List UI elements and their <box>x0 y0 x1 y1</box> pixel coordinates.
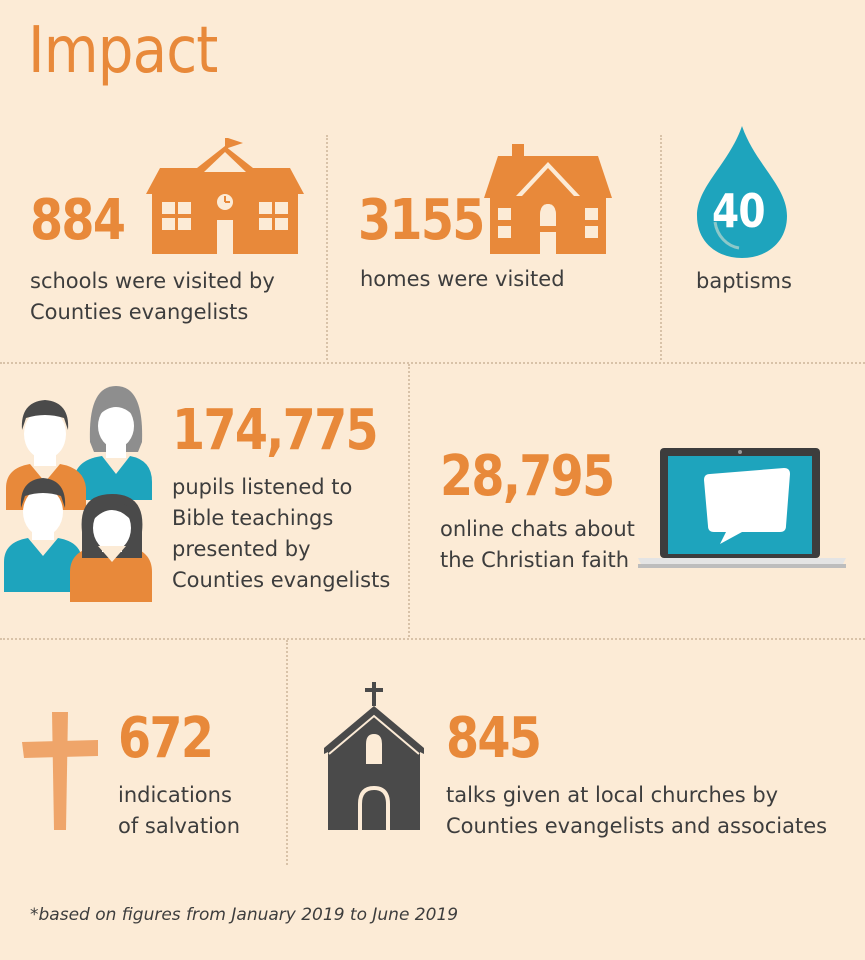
church-icon <box>324 682 424 830</box>
footnote: *based on figures from January 2019 to J… <box>30 905 459 925</box>
divider <box>660 135 662 360</box>
divider <box>326 135 328 360</box>
pupils-icon <box>4 386 152 602</box>
cross-icon <box>22 712 98 830</box>
pupils-count: 174,775 <box>172 398 379 463</box>
homes-count: 3155 <box>358 188 485 253</box>
divider <box>286 640 288 865</box>
laptop-chat-icon <box>638 448 846 568</box>
water-drop-icon <box>697 126 787 258</box>
page-title: Impact <box>28 14 218 88</box>
house-icon <box>484 144 612 254</box>
schools-label: schools were visited by Counties evangel… <box>30 269 275 324</box>
divider <box>0 362 865 364</box>
divider <box>408 364 410 637</box>
baptisms-label: baptisms <box>696 269 792 293</box>
salvation-count: 672 <box>118 706 214 771</box>
homes-label: homes were visited <box>360 267 565 291</box>
chats-label: online chats about the Christian faith <box>440 517 635 572</box>
pupils-label: pupils listened to Bible teachings prese… <box>172 475 391 592</box>
schools-count: 884 <box>30 188 126 253</box>
talks-label: talks given at local churches by Countie… <box>446 783 828 838</box>
school-icon <box>146 138 304 254</box>
divider <box>0 638 865 640</box>
talks-count: 845 <box>446 706 542 771</box>
chats-count: 28,795 <box>440 444 615 509</box>
salvation-label: indications of salvation <box>118 783 241 838</box>
baptisms-count: 40 <box>712 184 766 238</box>
